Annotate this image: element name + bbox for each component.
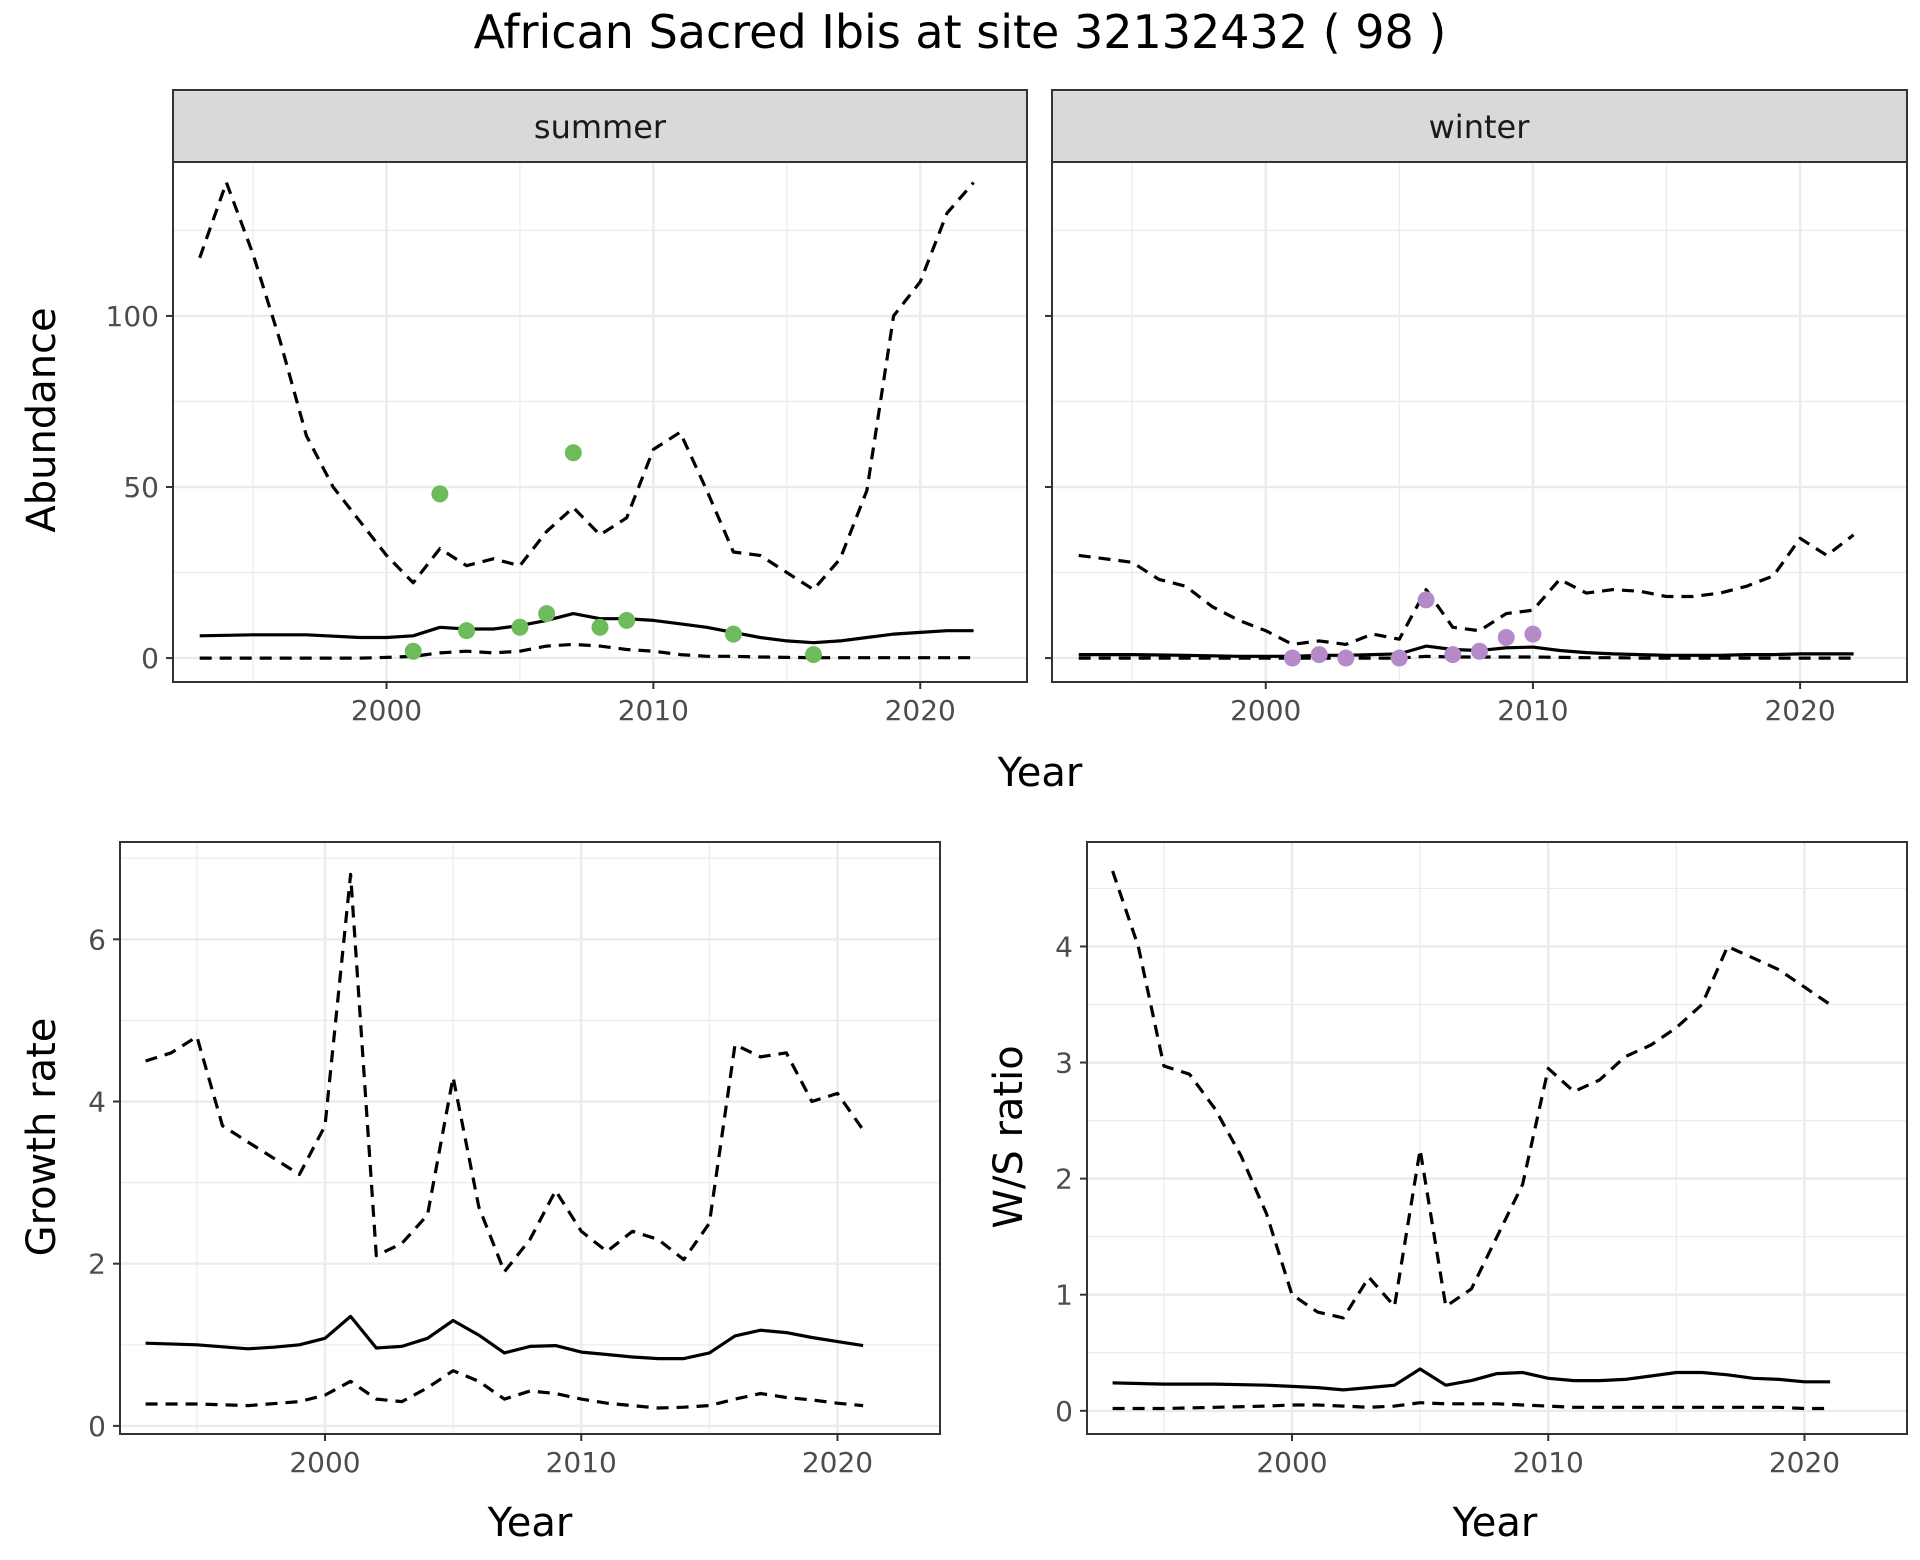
x-tick-label: 2010 xyxy=(1497,694,1568,727)
data-point xyxy=(538,605,556,623)
y-tick-label: 4 xyxy=(1055,930,1073,963)
data-point xyxy=(1283,649,1301,667)
x-tick-label: 2010 xyxy=(618,694,689,727)
mean-line xyxy=(1112,1367,1831,1392)
top-x-axis-title: Year xyxy=(997,750,1083,796)
data-point xyxy=(1471,642,1488,660)
winter-strip-label: winter xyxy=(1429,108,1531,146)
y-tick-label: 3 xyxy=(1055,1047,1073,1080)
chart-title: African Sacred Ibis at site 32132432 ( 9… xyxy=(474,5,1447,59)
data-point xyxy=(1497,629,1515,647)
plot-background xyxy=(173,162,1027,682)
panel-border xyxy=(1086,841,1908,1435)
summer-abundance-panel: 2000 2010 2020 0 50 100 xyxy=(106,161,1028,727)
x-tick-label: 2010 xyxy=(546,1446,617,1479)
data-point xyxy=(458,622,476,640)
y-tick-label: 0 xyxy=(88,1410,106,1443)
y-tick-label: 0 xyxy=(141,642,159,675)
mean-line xyxy=(1078,644,1854,658)
y-tick-label: 50 xyxy=(123,471,159,504)
winter-abundance-panel: 2000 2010 2020 xyxy=(1045,161,1908,727)
lower-line xyxy=(1112,1401,1831,1411)
data-point xyxy=(511,618,529,636)
panel-border xyxy=(119,841,941,1435)
lower-line xyxy=(199,642,974,660)
growth-x-axis-title: Year xyxy=(487,1500,573,1546)
y-tick-label: 1 xyxy=(1055,1279,1073,1312)
x-tick-label: 2000 xyxy=(351,694,422,727)
x-tick-label: 2000 xyxy=(289,1446,360,1479)
data-point xyxy=(1444,646,1462,664)
y-tick-label: 2 xyxy=(1055,1163,1073,1196)
data-point xyxy=(805,646,822,664)
y-tick-label: 0 xyxy=(1055,1395,1073,1428)
x-tick-label: 2010 xyxy=(1513,1446,1584,1479)
data-point xyxy=(1337,649,1355,667)
data-point xyxy=(564,444,582,462)
data-point xyxy=(404,642,422,660)
panel-border xyxy=(172,161,1028,683)
data-point xyxy=(1417,591,1435,609)
upper-line xyxy=(145,872,865,1274)
x-tick-label: 2000 xyxy=(1230,694,1301,727)
x-tick-label: 2020 xyxy=(1769,1446,1840,1479)
data-point xyxy=(1390,649,1408,667)
winter-strip: winter xyxy=(1051,89,1908,163)
plot-background xyxy=(1087,842,1907,1434)
upper-line xyxy=(1111,870,1831,1320)
growth-y-axis-title: Growth rate xyxy=(19,1018,65,1257)
upper-line xyxy=(198,180,975,592)
data-point xyxy=(724,625,742,643)
top-y-axis-title: Abundance xyxy=(19,307,65,532)
x-tick-label: 2020 xyxy=(885,694,956,727)
summer-strip-label: summer xyxy=(534,108,667,146)
x-tick-label: 2000 xyxy=(1256,1446,1327,1479)
panel-border xyxy=(1051,161,1908,683)
data-point xyxy=(431,485,449,503)
summer-strip: summer xyxy=(172,89,1028,163)
growth-rate-panel: 2000 2010 2020 0 2 4 6 xyxy=(88,841,941,1479)
mean-line xyxy=(145,1314,864,1361)
data-point xyxy=(1310,646,1328,664)
data-point xyxy=(591,618,609,636)
x-tick-label: 2020 xyxy=(802,1446,873,1479)
y-tick-label: 4 xyxy=(88,1086,106,1119)
y-tick-label: 2 xyxy=(88,1248,106,1281)
y-tick-label: 100 xyxy=(106,300,159,333)
lower-line xyxy=(145,1369,864,1410)
data-point xyxy=(1524,625,1542,643)
y-tick-label: 6 xyxy=(88,923,106,956)
ws-ratio-panel: 2000 2010 2020 0 1 2 3 4 xyxy=(1055,841,1908,1479)
lower-line xyxy=(1078,654,1854,660)
ratio-x-axis-title: Year xyxy=(1452,1500,1538,1546)
plot-background xyxy=(1052,162,1907,682)
ratio-y-axis-title: W/S ratio xyxy=(986,1045,1032,1228)
x-tick-label: 2020 xyxy=(1764,694,1835,727)
data-point xyxy=(618,611,636,629)
upper-line xyxy=(1078,533,1855,646)
